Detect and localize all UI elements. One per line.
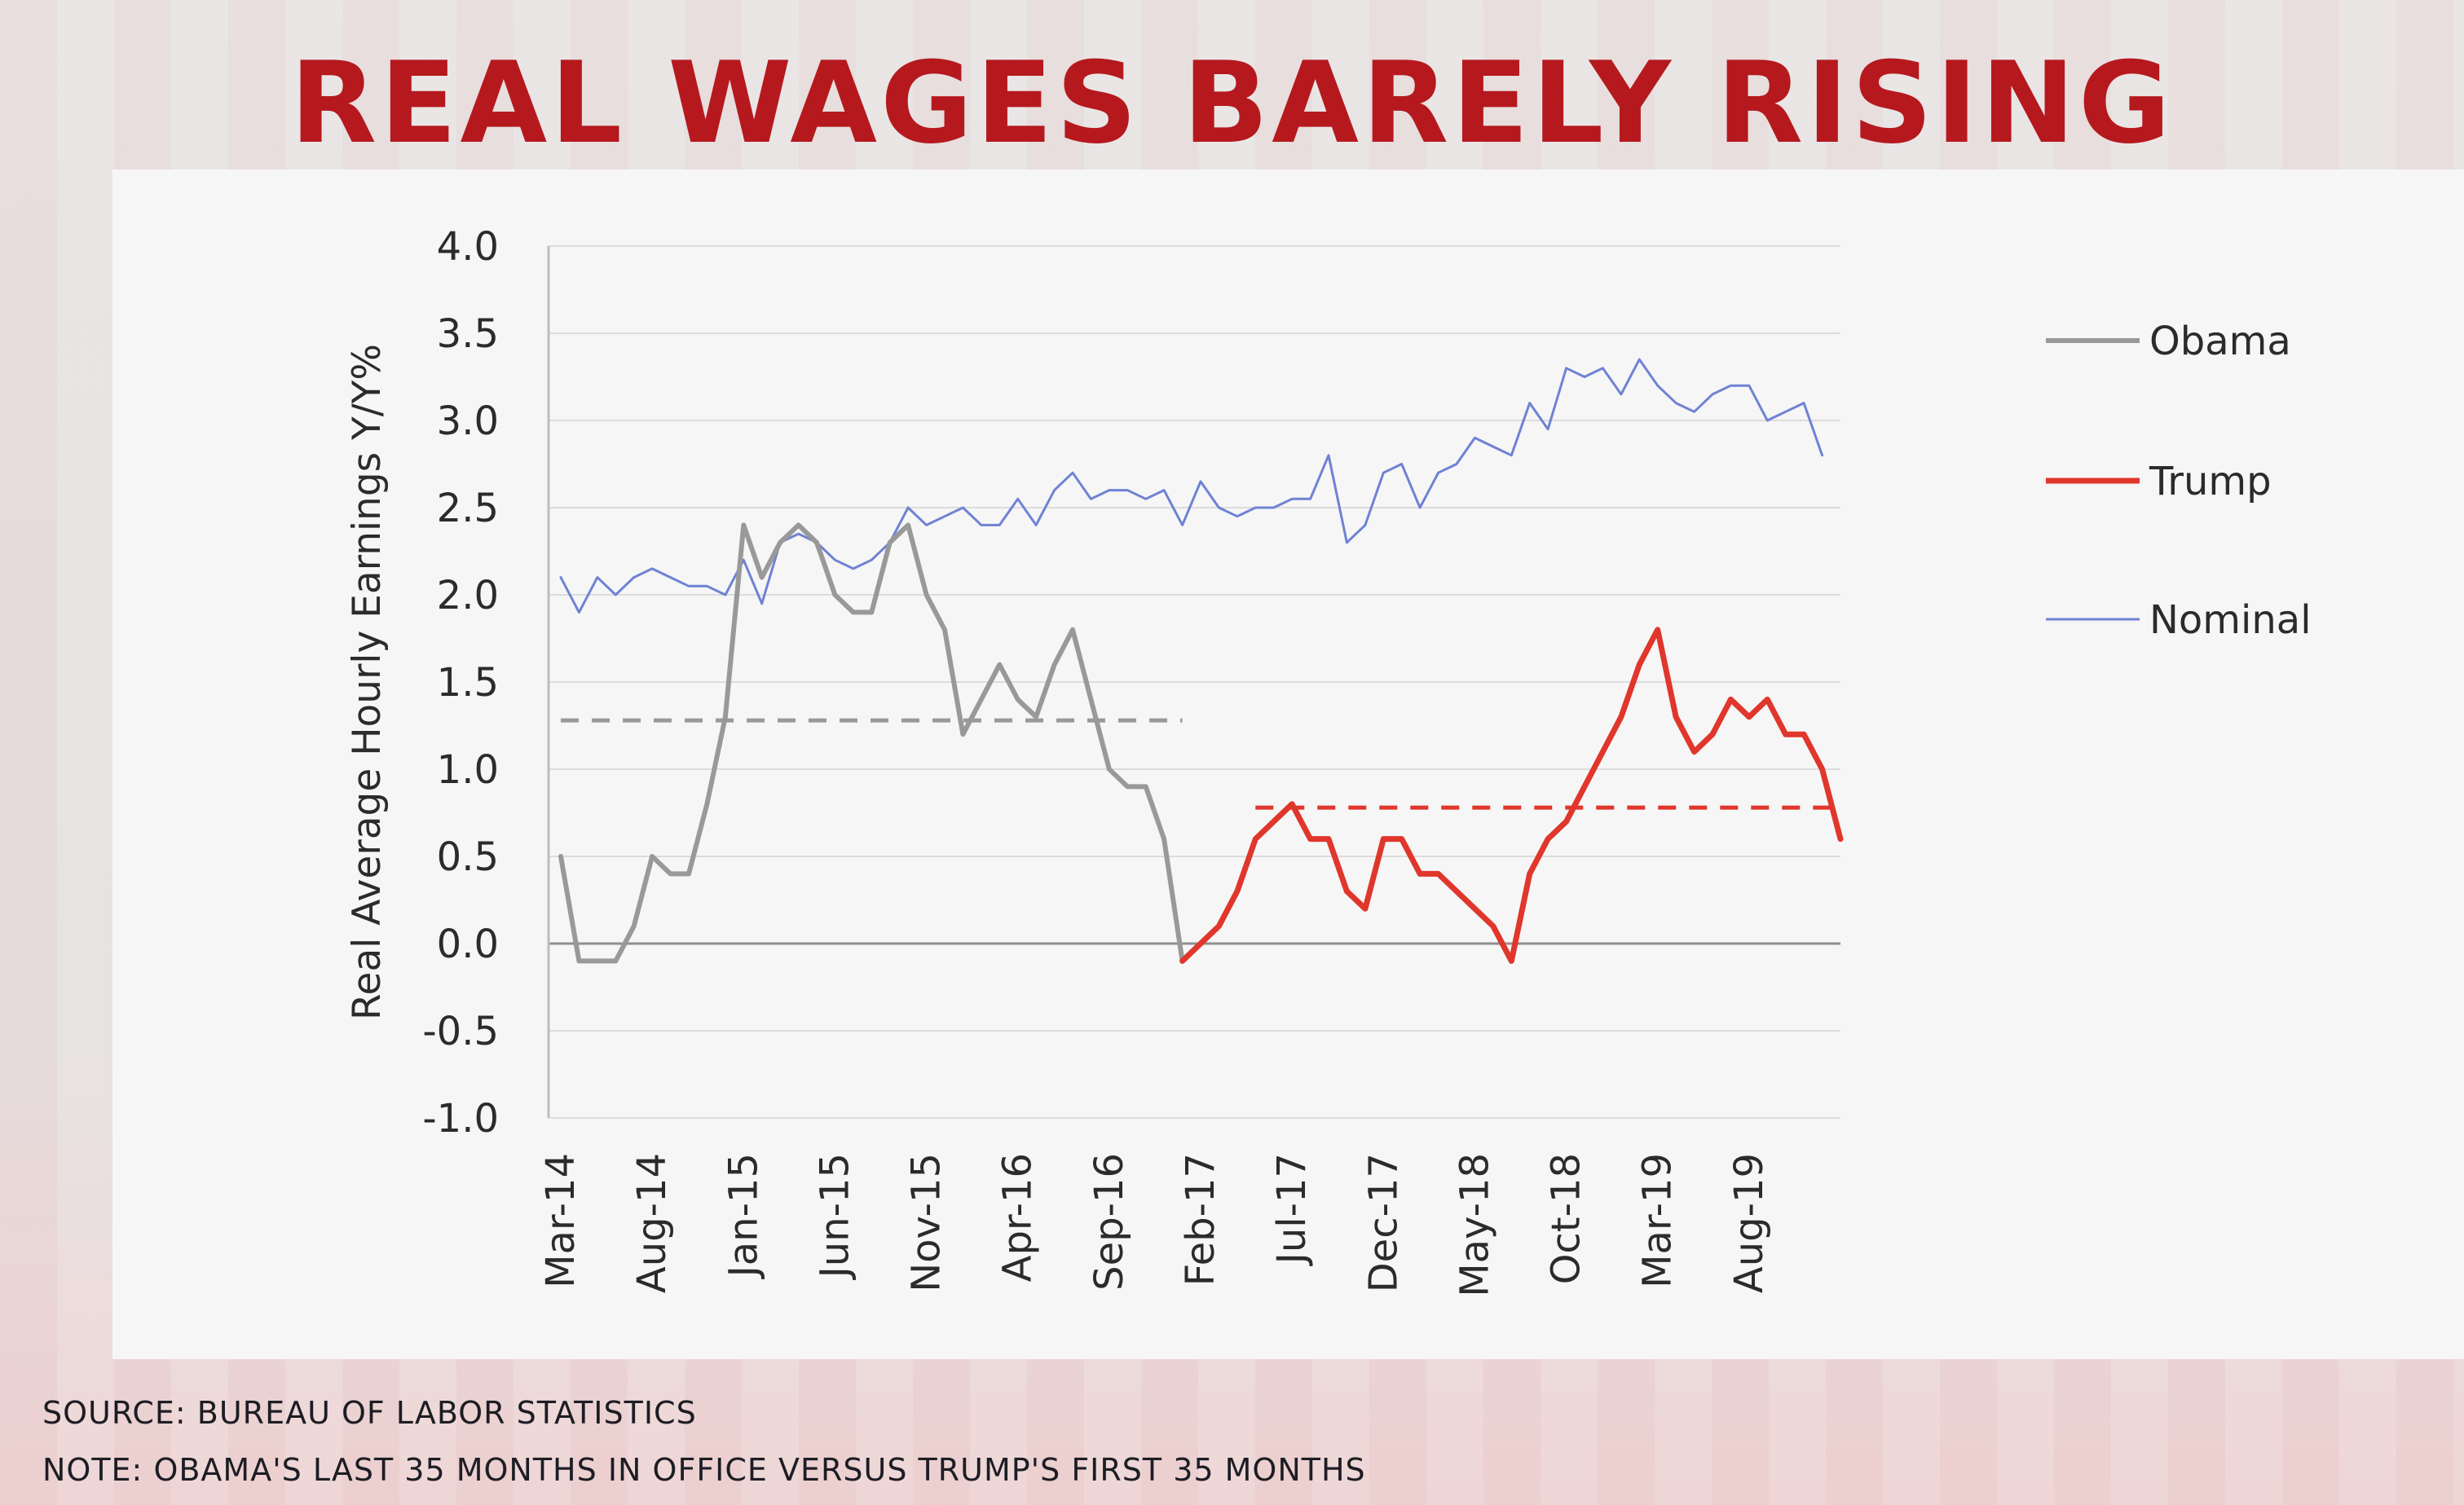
legend-label-nominal: Nominal: [2149, 597, 2312, 643]
chart-panel: [112, 169, 2464, 1359]
x-tick-label: Dec-17: [1360, 1153, 1406, 1292]
footnote: NOTE: OBAMA'S LAST 35 MONTHS IN OFFICE V…: [42, 1452, 1366, 1488]
x-tick-label: Sep-16: [1087, 1153, 1132, 1291]
y-tick-label: 1.0: [437, 747, 499, 793]
legend-label-trump: Trump: [2149, 459, 2272, 504]
nominal-series-line: [559, 358, 1824, 614]
x-tick-label: Nov-15: [904, 1153, 950, 1292]
x-tick-label: Mar-14: [538, 1153, 584, 1288]
y-tick-label: 4.0: [437, 224, 499, 270]
x-tick-label: Aug-14: [629, 1153, 675, 1293]
y-tick-label: -0.5: [422, 1009, 499, 1054]
x-tick-label: Mar-19: [1635, 1153, 1681, 1288]
x-tick-label: Oct-18: [1544, 1153, 1589, 1284]
trump-series-line: [1179, 627, 1844, 964]
y-tick-label: 1.5: [437, 660, 499, 706]
x-tick-label: Feb-17: [1178, 1153, 1223, 1286]
x-tick-label: May-18: [1452, 1153, 1497, 1297]
y-tick-label: 3.5: [437, 311, 499, 357]
y-tick-label: 0.0: [437, 922, 499, 967]
y-tick-label: 0.5: [437, 834, 499, 880]
y-tick-label: 2.5: [437, 486, 499, 531]
x-tick-label: Jul-17: [1269, 1153, 1315, 1266]
y-tick-label: 2.0: [437, 573, 499, 618]
x-tick-label: Aug-19: [1726, 1153, 1772, 1293]
legend-label-obama: Obama: [2149, 319, 2291, 364]
x-tick-label: Jun-15: [812, 1153, 857, 1280]
x-tick-label: Apr-16: [995, 1153, 1041, 1282]
y-axis-label: Real Average Hourly Earnings Y/Y%: [345, 344, 390, 1020]
x-tick-label: Jan-15: [721, 1153, 766, 1279]
y-tick-label: 3.0: [437, 398, 499, 444]
source-note: SOURCE: BUREAU OF LABOR STATISTICS: [42, 1395, 697, 1431]
obama-series-line: [558, 522, 1185, 964]
page-title: REAL WAGES BARELY RISING: [289, 37, 2175, 169]
y-tick-label: -1.0: [422, 1096, 499, 1142]
